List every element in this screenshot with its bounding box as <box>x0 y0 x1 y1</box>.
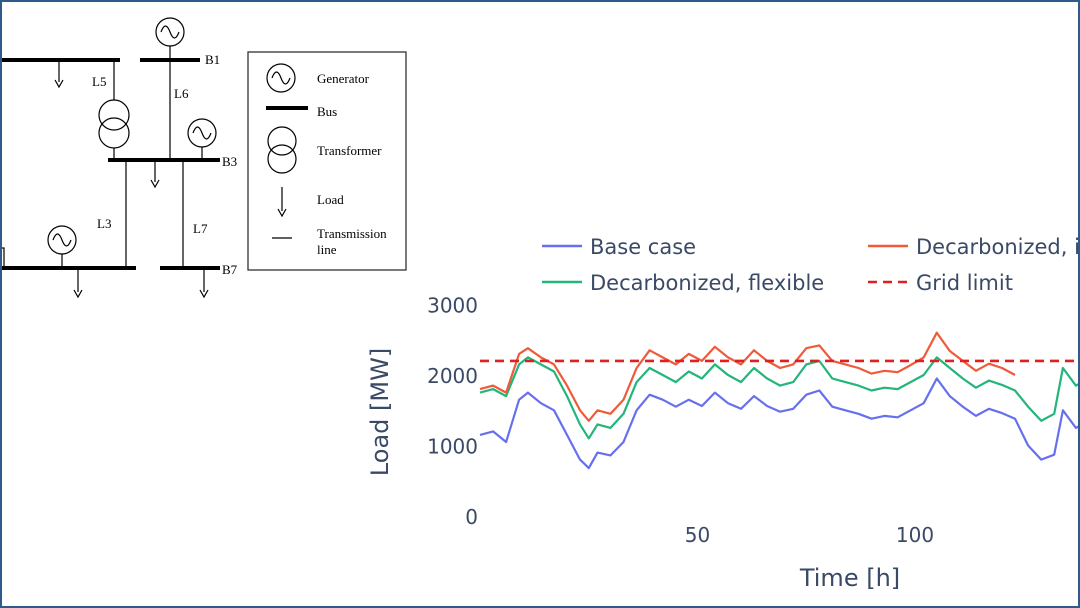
legend-transmission-label-line2: line <box>317 242 337 257</box>
load-arrow-head <box>150 179 160 189</box>
y-tick-label: 3000 <box>427 294 478 318</box>
series-line <box>479 356 1078 440</box>
load-legend-arrow-head <box>277 208 287 218</box>
generator-icon <box>266 63 296 93</box>
transformer-icon <box>98 99 130 131</box>
legend-transformer-label: Transformer <box>317 143 382 158</box>
series-line <box>479 331 1016 422</box>
legend-entry-label: Base case <box>590 235 696 259</box>
x-axis-label: Time [h] <box>799 564 900 592</box>
diagram-legend: Generator Bus Transformer Load Transmiss… <box>247 51 407 271</box>
legend-entry-label: Decarbonized, flexible <box>590 271 824 295</box>
legend-bus-label: Bus <box>317 104 337 119</box>
network-diagram: L5 B1 L6 B3 L3 L7 B7 <box>2 17 238 299</box>
transformer-icon <box>98 117 130 149</box>
bus-label-b1: B1 <box>205 52 220 67</box>
load-arrow-head <box>73 289 83 299</box>
x-tick-label: 50 <box>685 523 710 547</box>
chart-legend: Base case Decarbonized, inflexible Decarbo… <box>542 235 1078 295</box>
bus-label-b7: B7 <box>222 262 238 277</box>
legend-load-label: Load <box>317 192 344 207</box>
y-axis-label: Load [MW] <box>366 348 394 476</box>
legend-generator-label: Generator <box>317 71 370 86</box>
y-tick-label: 2000 <box>427 364 478 388</box>
load-arrow-head <box>199 289 209 299</box>
x-axis-ticks: 50 100 <box>685 523 934 547</box>
line-label-l7: L7 <box>193 221 208 236</box>
series-line <box>479 377 1078 470</box>
y-axis-ticks: 0 1000 2000 3000 <box>427 294 478 530</box>
x-tick-label: 100 <box>896 523 934 547</box>
line-label-l3: L3 <box>97 216 111 231</box>
legend-entry-label: Decarbonized, inflexible <box>916 235 1078 259</box>
y-tick-label: 0 <box>465 505 478 529</box>
y-tick-label: 1000 <box>427 435 478 459</box>
legend-transmission-label: Transmission <box>317 226 387 241</box>
line-label-l5: L5 <box>92 74 106 89</box>
load-chart: Base case Decarbonized, inflexible Decarbo… <box>366 235 1078 592</box>
transformer-icon <box>267 126 297 156</box>
legend-entry-label: Grid limit <box>916 271 1013 295</box>
load-arrow-head <box>54 79 64 89</box>
line-label-l6: L6 <box>174 86 189 101</box>
legend-box <box>247 51 407 271</box>
chart-series <box>479 331 1078 470</box>
transformer-icon <box>267 144 297 174</box>
bus-label-b3: B3 <box>222 154 237 169</box>
